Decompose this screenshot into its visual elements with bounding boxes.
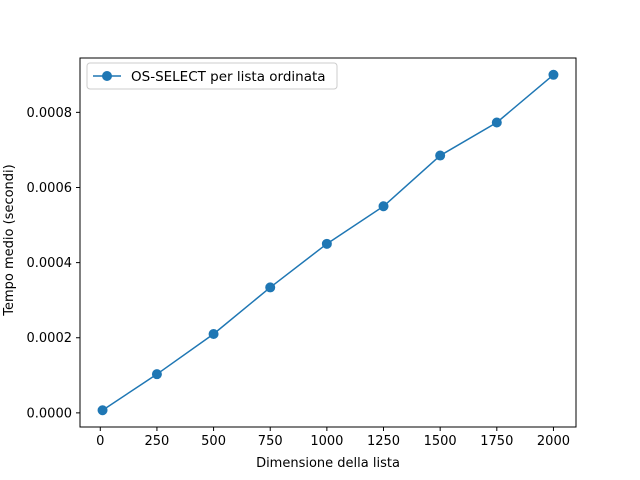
x-tick-label: 2000	[537, 434, 570, 449]
y-tick-label: 0.0002	[27, 331, 73, 346]
x-tick-label: 250	[145, 434, 170, 449]
data-point	[548, 69, 559, 80]
legend-frame	[86, 62, 338, 90]
legend-series-marker	[102, 71, 112, 81]
data-point	[265, 282, 276, 293]
legend-series-label: OS-SELECT per lista ordinata	[131, 69, 326, 85]
data-point	[208, 328, 219, 339]
y-axis-label: Tempo medio (secondi)	[2, 164, 17, 316]
data-point	[435, 150, 446, 161]
data-point	[97, 405, 108, 416]
x-tick-label: 1750	[480, 434, 513, 449]
data-point	[321, 238, 332, 249]
y-axis-ticks: 0.0000 0.0002 0.0004 0.0006 0.0008	[27, 106, 80, 421]
data-point	[491, 117, 502, 128]
x-axis-ticks: 0 250 500 750 1000 1250 1500 1750 2000	[96, 427, 570, 449]
series-layer	[97, 69, 559, 416]
data-point	[378, 201, 389, 212]
x-tick-label: 750	[258, 434, 283, 449]
y-tick-label: 0.0004	[27, 256, 73, 271]
x-axis-label: Dimensione della lista	[256, 456, 400, 471]
y-tick-label: 0.0000	[27, 406, 73, 421]
x-tick-label: 1000	[310, 434, 343, 449]
y-tick-label: 0.0008	[27, 106, 73, 121]
data-point	[151, 369, 162, 380]
y-tick-label: 0.0006	[27, 181, 73, 196]
legend: OS-SELECT per lista ordinata	[86, 62, 338, 90]
x-tick-label: 500	[201, 434, 226, 449]
x-tick-label: 1500	[424, 434, 457, 449]
x-tick-label: 1250	[367, 434, 400, 449]
x-tick-label: 0	[96, 434, 104, 449]
